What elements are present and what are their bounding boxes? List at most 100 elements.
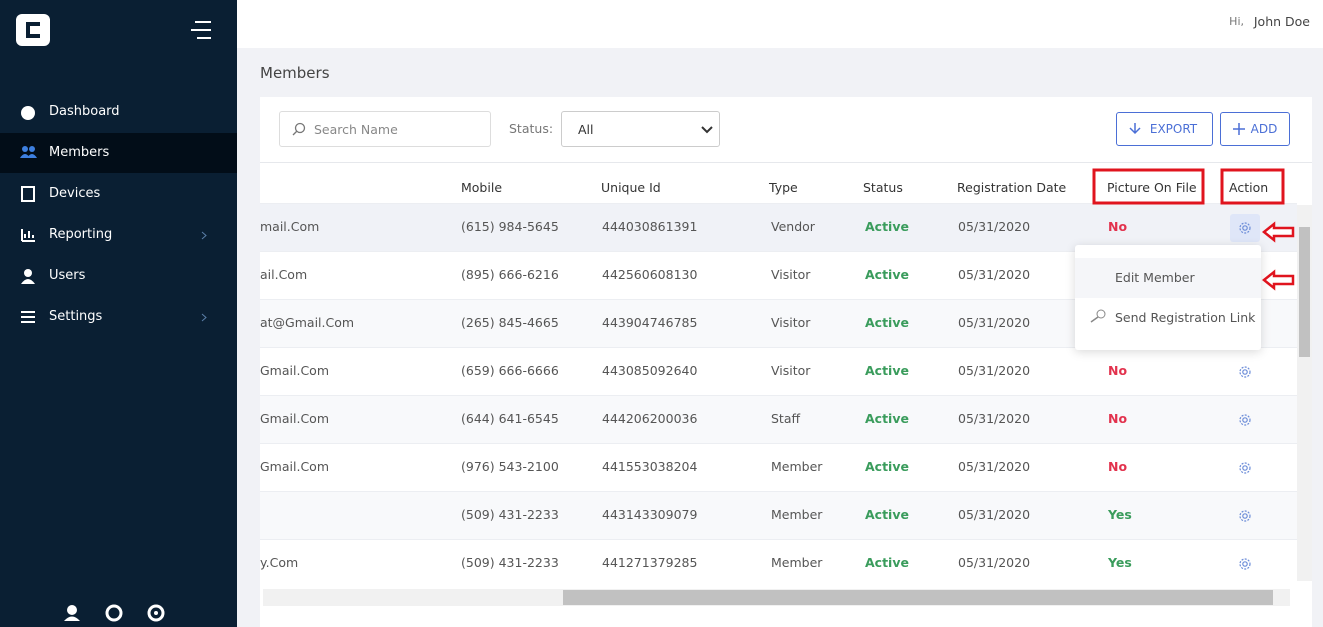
action-gear[interactable]	[1230, 406, 1260, 434]
nav-item[interactable]: Reporting	[0, 215, 237, 255]
mobile-cell: (509) 431-2233	[461, 555, 559, 570]
nav-item[interactable]: Devices	[0, 174, 237, 214]
nav-item[interactable]: Dashboard	[0, 92, 237, 132]
action-gear[interactable]	[1230, 502, 1260, 530]
status-cell: Active	[865, 459, 909, 474]
date-cell: 05/31/2020	[958, 507, 1031, 522]
column-header: Registration Date	[957, 180, 1067, 195]
nav-item[interactable]: Users	[0, 256, 237, 296]
action-gear[interactable]	[1230, 454, 1260, 482]
email-cell: mail.Com	[260, 219, 320, 234]
picture-cell: No	[1108, 411, 1128, 426]
nav-label: Settings	[49, 309, 103, 324]
type-cell: Staff	[771, 411, 801, 426]
status-cell: Active	[865, 363, 909, 378]
date-cell: 05/31/2020	[958, 219, 1031, 234]
column-header: Mobile	[461, 180, 503, 195]
action-gear[interactable]	[1230, 550, 1260, 578]
mobile-cell: (615) 984-5645	[461, 219, 559, 234]
table-row: mail.Com (615) 984-5645 444030861391 Vendor…	[260, 203, 1297, 251]
status-cell: Active	[865, 555, 909, 570]
date-cell: 05/31/2020	[958, 363, 1031, 378]
table-row: y.Com (509) 431-2233 441271379285 Member Act…	[260, 539, 1297, 587]
uid-cell: 442560608130	[602, 267, 698, 282]
logo[interactable]	[16, 14, 50, 46]
type-cell: Visitor	[771, 267, 811, 282]
nav-label: Dashboard	[49, 104, 120, 119]
export-label: EXPORT	[1149, 122, 1198, 136]
date-cell: 05/31/2020	[958, 267, 1031, 282]
mobile-cell: (265) 845-4665	[461, 315, 559, 330]
email-cell: at@Gmail.Com	[260, 315, 355, 330]
status-value: All	[578, 122, 594, 137]
menu-item[interactable]: Edit Member	[1075, 258, 1261, 298]
uid-cell: 443085092640	[602, 363, 698, 378]
date-cell: 05/31/2020	[958, 459, 1031, 474]
picture-cell: No	[1108, 363, 1128, 378]
topbar: Hi, John Doe	[237, 0, 1323, 48]
email-cell: Gmail.Com	[260, 363, 329, 378]
action-gear[interactable]	[1230, 358, 1260, 386]
status-cell: Active	[865, 411, 909, 426]
email-cell: y.Com	[260, 555, 299, 570]
column-header: Picture On File	[1107, 180, 1197, 195]
date-cell: 05/31/2020	[958, 411, 1031, 426]
type-cell: Member	[771, 555, 823, 570]
mobile-cell: (976) 543-2100	[461, 459, 559, 474]
column-header: Status	[863, 180, 903, 195]
date-cell: 05/31/2020	[958, 555, 1031, 570]
members-card: Search Name Status: All EXPORT ADD mail.…	[260, 97, 1312, 627]
uid-cell: 441553038204	[602, 459, 698, 474]
status-cell: Active	[865, 267, 909, 282]
uid-cell: 444206200036	[602, 411, 698, 426]
table-row: (509) 431-2233 443143309079 Member Active 05…	[260, 491, 1297, 539]
table-row: Gmail.Com (976) 543-2100 441553038204 Membe…	[260, 443, 1297, 491]
footer-icons[interactable]	[60, 602, 180, 624]
status-cell: Active	[865, 315, 909, 330]
action-gear[interactable]	[1230, 214, 1260, 242]
type-cell: Vendor	[771, 219, 815, 234]
menu-item[interactable]: Send Registration Link	[1115, 310, 1256, 325]
type-cell: Visitor	[771, 315, 811, 330]
status-cell: Active	[865, 507, 909, 522]
mobile-cell: (659) 666-6666	[461, 363, 559, 378]
export-button[interactable]: EXPORT	[1116, 112, 1213, 146]
mobile-cell: (509) 431-2233	[461, 507, 559, 522]
nav-label: Members	[49, 145, 110, 160]
picture-cell: Yes	[1108, 555, 1132, 570]
page-title: Members	[260, 64, 330, 82]
horizontal-scrollbar[interactable]	[263, 589, 1290, 606]
uid-cell: 443143309079	[602, 507, 698, 522]
action-menu: Edit Member Send Registration Link	[1075, 245, 1261, 350]
nav-label: Users	[49, 268, 86, 283]
nav-label: Reporting	[49, 227, 113, 242]
sidebar: Dashboard Members Devices Reporting Users Set…	[0, 0, 237, 627]
date-cell: 05/31/2020	[958, 315, 1031, 330]
type-cell: Visitor	[771, 363, 811, 378]
table-row: Gmail.Com (644) 641-6545 444206200036 Staff…	[260, 395, 1297, 443]
nav-item[interactable]: Members	[0, 133, 237, 173]
vertical-scrollbar[interactable]	[1297, 205, 1312, 581]
status-select[interactable]: All	[561, 111, 720, 147]
add-label: ADD	[1250, 122, 1278, 136]
user-name[interactable]: John Doe	[1253, 14, 1310, 29]
menu-toggle[interactable]	[189, 20, 213, 40]
add-button[interactable]: ADD	[1220, 112, 1290, 146]
uid-cell: 444030861391	[602, 219, 698, 234]
column-header: Action	[1229, 180, 1269, 195]
nav-item[interactable]: Settings	[0, 297, 237, 337]
greeting: Hi,	[1229, 15, 1244, 28]
picture-cell: No	[1108, 219, 1128, 234]
nav-label: Devices	[49, 186, 101, 201]
search-placeholder: Search Name	[314, 122, 398, 137]
email-cell: ail.Com	[260, 267, 308, 282]
email-cell: Gmail.Com	[260, 411, 329, 426]
search-input[interactable]: Search Name	[279, 111, 491, 147]
type-cell: Member	[771, 459, 823, 474]
column-header: Type	[769, 180, 798, 195]
status-cell: Active	[865, 219, 909, 234]
status-label: Status:	[509, 121, 554, 136]
mobile-cell: (895) 666-6216	[461, 267, 559, 282]
picture-cell: Yes	[1108, 507, 1132, 522]
